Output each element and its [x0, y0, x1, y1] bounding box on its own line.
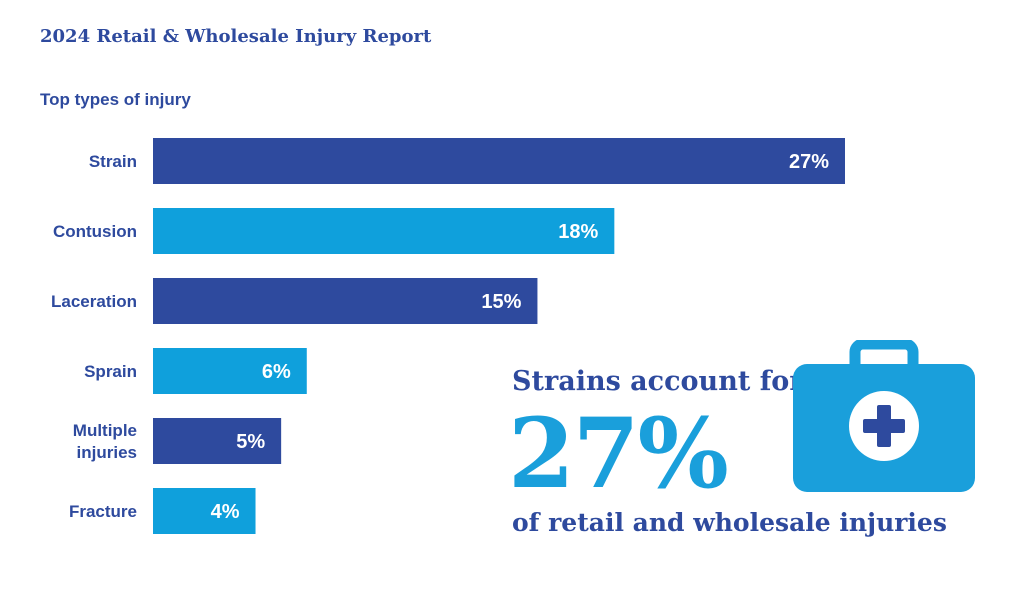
- bar-value-label: 15%: [481, 291, 521, 313]
- category-label-line: Fracture: [69, 502, 137, 521]
- bar-value-label: 18%: [558, 221, 598, 243]
- category-label: Laceration: [51, 292, 137, 311]
- category-label-line: Laceration: [51, 292, 137, 311]
- bar-fracture: [153, 488, 256, 534]
- bar-value-label: 4%: [211, 501, 240, 523]
- category-label-line: Strain: [89, 152, 137, 171]
- bar-laceration: [153, 278, 538, 324]
- bar-sprain: [153, 348, 307, 394]
- category-label-line: Multiple: [73, 421, 137, 440]
- category-label: Sprain: [84, 362, 137, 381]
- bar-value-label: 5%: [236, 431, 265, 453]
- first-aid-kit-icon: [793, 340, 975, 492]
- category-label: Strain: [89, 152, 137, 171]
- category-label: Fracture: [69, 502, 137, 521]
- report-title: 2024 Retail & Wholesale Injury Report: [40, 26, 432, 47]
- bar-value-label: 6%: [262, 361, 291, 383]
- category-label-line: Sprain: [84, 362, 137, 381]
- bar-contusion: [153, 208, 615, 254]
- category-label-line: Contusion: [53, 222, 137, 241]
- bar-value-label: 27%: [789, 151, 829, 173]
- callout-big-percentage: 27%: [508, 397, 729, 510]
- bar-multiple-injuries: [153, 418, 282, 464]
- bar-strain: [153, 138, 845, 184]
- category-label: Contusion: [53, 222, 137, 241]
- callout-tail-text: of retail and wholesale injuries: [512, 508, 947, 537]
- category-label: Multiple injuries: [73, 421, 137, 462]
- category-label-line: injuries: [77, 443, 137, 462]
- chart-title: Top types of injury: [40, 90, 191, 109]
- callout-lead-text: Strains account for: [512, 366, 804, 397]
